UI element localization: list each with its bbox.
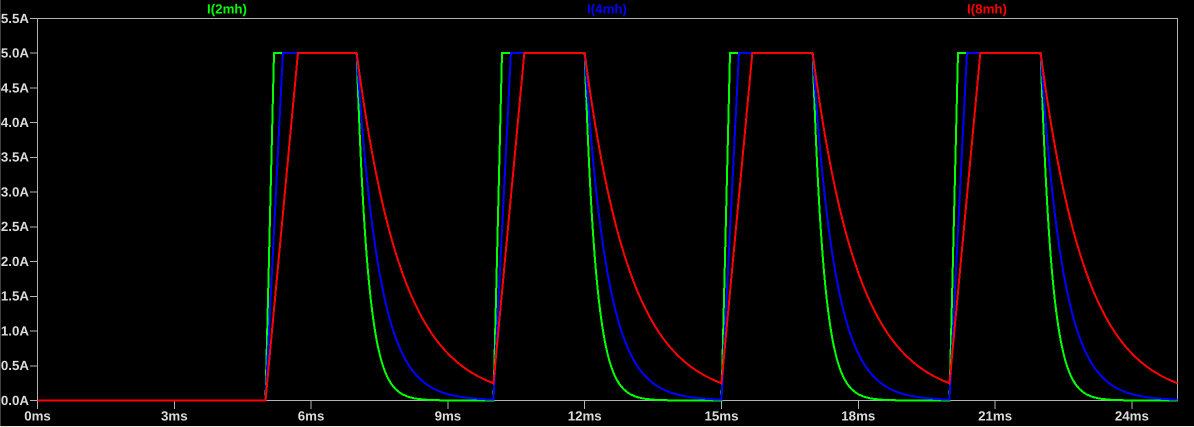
svg-text:5.5A: 5.5A <box>1 11 29 26</box>
svg-text:12ms: 12ms <box>568 409 602 424</box>
svg-text:2.5A: 2.5A <box>1 219 29 234</box>
svg-text:0.0A: 0.0A <box>1 393 29 408</box>
svg-text:24ms: 24ms <box>1115 409 1149 424</box>
svg-text:I(8mh): I(8mh) <box>967 2 1007 17</box>
svg-text:3ms: 3ms <box>161 409 188 424</box>
svg-text:18ms: 18ms <box>841 409 875 424</box>
svg-text:I(4mh): I(4mh) <box>587 2 627 17</box>
svg-text:1.0A: 1.0A <box>1 323 29 338</box>
svg-text:15ms: 15ms <box>704 409 738 424</box>
svg-text:4.5A: 4.5A <box>1 80 29 95</box>
svg-text:2.0A: 2.0A <box>1 254 29 269</box>
svg-text:9ms: 9ms <box>435 409 462 424</box>
svg-text:4.0A: 4.0A <box>1 115 29 130</box>
svg-text:3.5A: 3.5A <box>1 150 29 165</box>
svg-text:5.0A: 5.0A <box>1 46 29 61</box>
svg-text:0.5A: 0.5A <box>1 358 29 373</box>
svg-text:21ms: 21ms <box>978 409 1012 424</box>
svg-text:0ms: 0ms <box>24 409 51 424</box>
svg-text:1.5A: 1.5A <box>1 289 29 304</box>
svg-text:I(2mh): I(2mh) <box>207 2 247 17</box>
svg-text:3.0A: 3.0A <box>1 184 29 199</box>
svg-text:6ms: 6ms <box>298 409 325 424</box>
